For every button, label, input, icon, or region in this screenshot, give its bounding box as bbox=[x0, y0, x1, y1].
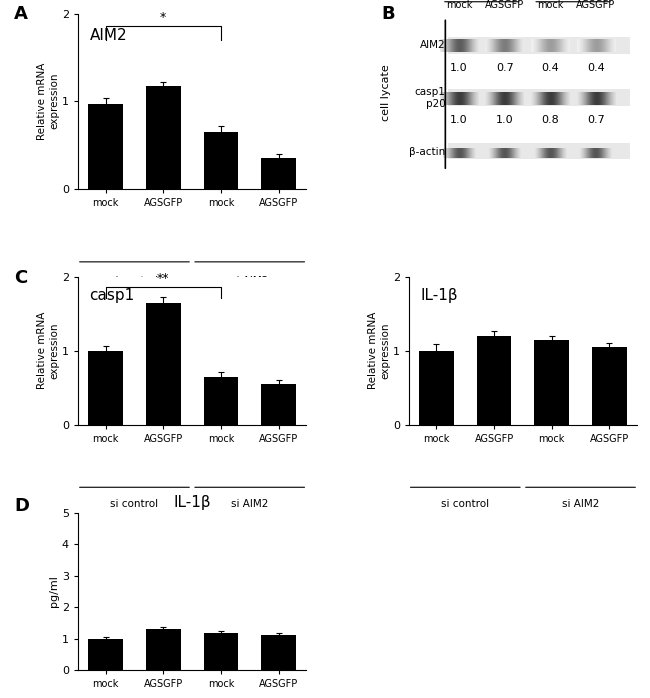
Text: 0.4: 0.4 bbox=[587, 63, 605, 73]
Text: AIM2: AIM2 bbox=[90, 28, 127, 43]
FancyBboxPatch shape bbox=[448, 89, 630, 107]
Text: 0.4: 0.4 bbox=[541, 63, 559, 73]
Bar bbox=[203, 132, 238, 188]
Bar bbox=[261, 634, 296, 670]
Text: cell lycate: cell lycate bbox=[381, 64, 391, 121]
Text: 1.0: 1.0 bbox=[450, 63, 468, 73]
Text: casp1: casp1 bbox=[90, 288, 135, 304]
Text: casp1
p20: casp1 p20 bbox=[415, 87, 445, 109]
Text: si AIM2: si AIM2 bbox=[231, 499, 268, 509]
Bar bbox=[592, 347, 627, 425]
Bar bbox=[261, 384, 296, 425]
Text: AGSGFP: AGSGFP bbox=[577, 1, 616, 10]
Text: si control: si control bbox=[111, 276, 159, 285]
Bar bbox=[146, 87, 181, 188]
Bar bbox=[477, 336, 512, 425]
Text: β-actin: β-actin bbox=[409, 147, 445, 157]
Text: AGSGFP: AGSGFP bbox=[485, 1, 525, 10]
Text: mock: mock bbox=[537, 1, 564, 10]
Bar bbox=[146, 629, 181, 670]
Text: C: C bbox=[14, 269, 27, 287]
Text: IL-1β: IL-1β bbox=[421, 288, 458, 304]
FancyBboxPatch shape bbox=[448, 143, 630, 159]
Y-axis label: pg/ml: pg/ml bbox=[49, 576, 59, 607]
Bar bbox=[534, 340, 569, 425]
Bar bbox=[419, 351, 454, 425]
Bar bbox=[88, 639, 123, 670]
Text: 0.7: 0.7 bbox=[496, 63, 514, 73]
Text: si AIM2: si AIM2 bbox=[231, 276, 268, 285]
Text: si control: si control bbox=[441, 499, 489, 509]
Y-axis label: Relative mRNA
expression: Relative mRNA expression bbox=[38, 63, 59, 140]
Bar bbox=[88, 104, 123, 188]
Text: 0.7: 0.7 bbox=[587, 115, 605, 125]
Text: 1.0: 1.0 bbox=[450, 115, 468, 125]
Bar bbox=[146, 302, 181, 425]
Text: *: * bbox=[160, 11, 166, 24]
Bar bbox=[203, 377, 238, 425]
FancyBboxPatch shape bbox=[448, 37, 630, 54]
Text: B: B bbox=[382, 5, 395, 23]
Text: A: A bbox=[14, 5, 28, 23]
Y-axis label: Relative mRNA
expression: Relative mRNA expression bbox=[369, 312, 390, 389]
Text: mock: mock bbox=[446, 1, 472, 10]
Text: si control: si control bbox=[111, 499, 159, 509]
Text: 0.8: 0.8 bbox=[541, 115, 559, 125]
Bar bbox=[261, 158, 296, 188]
Text: AIM2: AIM2 bbox=[420, 40, 445, 50]
Bar bbox=[203, 633, 238, 670]
Bar bbox=[88, 351, 123, 425]
Text: si AIM2: si AIM2 bbox=[562, 499, 599, 509]
Title: IL-1β: IL-1β bbox=[174, 496, 211, 510]
Text: D: D bbox=[14, 497, 29, 515]
Text: 1.0: 1.0 bbox=[496, 115, 514, 125]
Y-axis label: Relative mRNA
expression: Relative mRNA expression bbox=[38, 312, 59, 389]
Text: **: ** bbox=[157, 272, 170, 285]
